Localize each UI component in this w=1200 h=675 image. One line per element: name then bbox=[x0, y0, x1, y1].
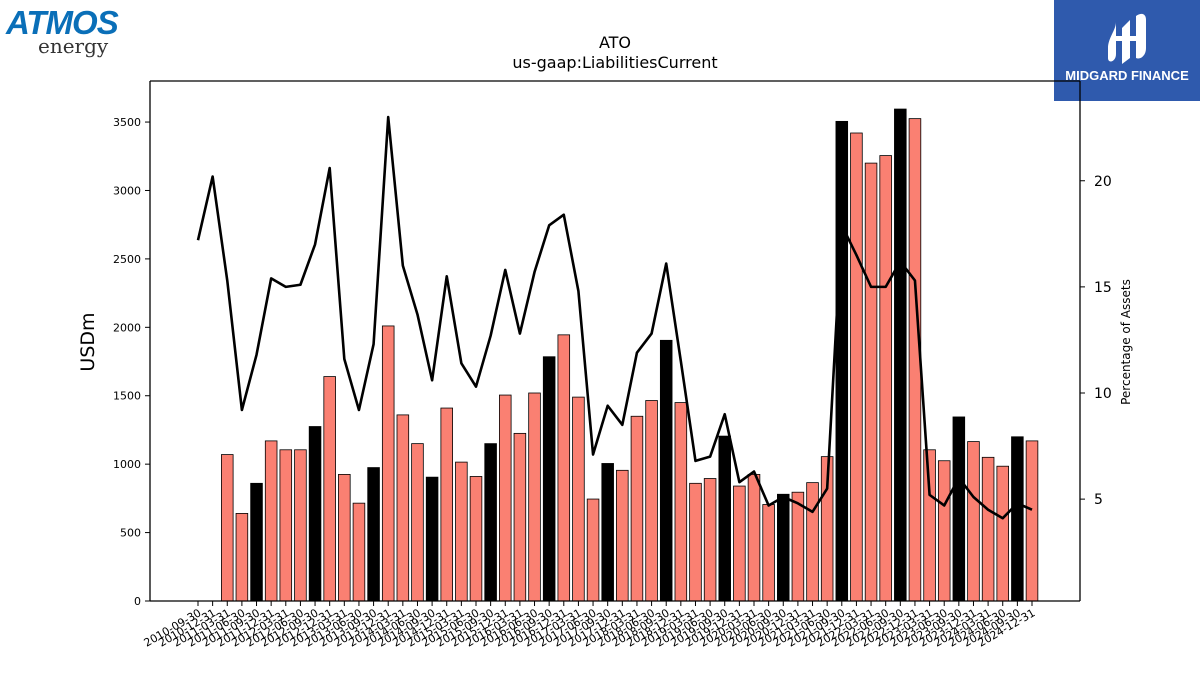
bar bbox=[996, 465, 1009, 602]
logo-left-line1: ATMOS bbox=[6, 4, 119, 41]
bar bbox=[367, 467, 380, 602]
bar bbox=[894, 108, 907, 602]
bar bbox=[455, 461, 468, 602]
bar bbox=[352, 502, 366, 602]
bar bbox=[513, 432, 527, 602]
bar-series bbox=[221, 108, 1039, 602]
y-tick-label: 2500 bbox=[113, 253, 141, 266]
y-tick-label: 1500 bbox=[113, 390, 141, 403]
y-tick-label: 500 bbox=[120, 527, 141, 540]
bar bbox=[235, 513, 249, 602]
midgard-finance-logo: MIDGARD FINANCE bbox=[1054, 0, 1200, 101]
bar bbox=[689, 482, 702, 602]
bar bbox=[499, 394, 512, 602]
bar bbox=[528, 392, 541, 602]
bar bbox=[747, 474, 761, 602]
y-tick-label: 0 bbox=[134, 595, 141, 608]
bar bbox=[1011, 436, 1024, 602]
y2-tick-label: 15 bbox=[1094, 280, 1112, 296]
bar bbox=[703, 478, 717, 602]
bar bbox=[338, 474, 351, 602]
y-tick-label: 3000 bbox=[113, 184, 141, 197]
bar bbox=[586, 498, 600, 602]
logo-left-line2: energy bbox=[38, 34, 109, 58]
atmos-energy-logo: ATMOS energy bbox=[4, 4, 134, 60]
bar bbox=[645, 400, 658, 602]
bar bbox=[250, 482, 263, 602]
y-tick-label: 3500 bbox=[113, 116, 141, 129]
bar bbox=[908, 118, 922, 602]
bar bbox=[542, 356, 556, 602]
y2-tick-label: 20 bbox=[1094, 174, 1112, 190]
bar bbox=[777, 493, 790, 602]
line-series bbox=[196, 115, 1033, 520]
bar bbox=[981, 456, 995, 602]
bar bbox=[572, 396, 585, 602]
bar bbox=[425, 476, 439, 602]
bar bbox=[864, 162, 878, 602]
y2-axis-label: Percentage of Assets bbox=[1119, 279, 1133, 405]
bar bbox=[937, 460, 951, 602]
bar bbox=[1025, 440, 1039, 602]
bar bbox=[396, 414, 410, 602]
bar bbox=[469, 476, 483, 602]
y2-tick-label: 10 bbox=[1094, 386, 1112, 402]
bar bbox=[264, 440, 278, 602]
bar bbox=[762, 504, 775, 602]
bar bbox=[279, 449, 293, 602]
bar bbox=[850, 132, 863, 602]
midgard-logo-mark-icon bbox=[1108, 13, 1146, 64]
chart-subtitle: us-gaap:LiabilitiesCurrent bbox=[512, 53, 717, 72]
bar bbox=[630, 415, 644, 602]
bar bbox=[879, 155, 892, 602]
axes: 050010001500200025003000350051015202010-… bbox=[113, 80, 1112, 650]
bar bbox=[674, 402, 688, 602]
bar bbox=[718, 435, 731, 602]
bar bbox=[308, 426, 322, 602]
bar bbox=[323, 376, 336, 602]
logo-right-text: MIDGARD FINANCE bbox=[1065, 68, 1189, 83]
bar bbox=[835, 120, 849, 602]
bar bbox=[791, 491, 805, 602]
bar bbox=[806, 482, 819, 602]
y2-tick-label: 5 bbox=[1094, 492, 1103, 508]
bar bbox=[733, 485, 746, 602]
bar bbox=[616, 469, 629, 602]
chart-title: ATO bbox=[599, 33, 631, 52]
bar bbox=[221, 454, 234, 602]
bar bbox=[923, 449, 936, 602]
bar bbox=[659, 339, 673, 602]
bar bbox=[952, 416, 966, 602]
percentage-line bbox=[196, 115, 1033, 520]
bar bbox=[601, 463, 614, 602]
bar bbox=[294, 449, 307, 602]
y-tick-label: 1000 bbox=[113, 458, 141, 471]
bar bbox=[967, 441, 980, 602]
bar bbox=[411, 443, 424, 602]
bar bbox=[381, 325, 395, 602]
bar bbox=[557, 334, 571, 602]
bar bbox=[484, 443, 497, 602]
y-axis-label: USDm bbox=[77, 312, 99, 371]
y-tick-label: 2000 bbox=[113, 321, 141, 334]
bar bbox=[440, 407, 453, 602]
